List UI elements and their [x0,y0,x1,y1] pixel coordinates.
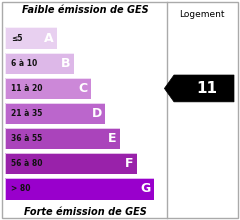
Bar [5,128,120,149]
Text: F: F [125,157,133,170]
Text: A: A [43,32,53,45]
Bar [5,53,74,74]
Text: B: B [61,57,70,70]
Bar [5,28,57,49]
Bar [5,153,137,174]
Text: 36 à 55: 36 à 55 [11,134,42,143]
Text: Faible émission de GES: Faible émission de GES [23,5,149,15]
Text: 11: 11 [196,81,217,96]
Bar [5,103,105,124]
Text: G: G [140,182,150,195]
Text: E: E [108,132,116,145]
Text: D: D [91,107,102,120]
Text: Logement: Logement [180,10,225,19]
Text: 21 à 35: 21 à 35 [11,109,42,118]
Bar [5,178,154,200]
Bar [5,103,105,124]
Bar [5,153,137,174]
Text: ≤5: ≤5 [11,34,22,43]
Text: > 80: > 80 [11,184,30,193]
Text: 56 à 80: 56 à 80 [11,159,42,168]
Text: C: C [78,82,88,95]
Bar [5,178,154,200]
Bar [5,28,57,49]
Text: 6 à 10: 6 à 10 [11,59,37,68]
Polygon shape [164,75,234,102]
Bar [5,53,74,74]
Text: 11 à 20: 11 à 20 [11,84,42,93]
Bar [5,128,120,149]
Text: Forte émission de GES: Forte émission de GES [24,207,147,217]
Bar [5,78,91,99]
Bar [5,78,91,99]
